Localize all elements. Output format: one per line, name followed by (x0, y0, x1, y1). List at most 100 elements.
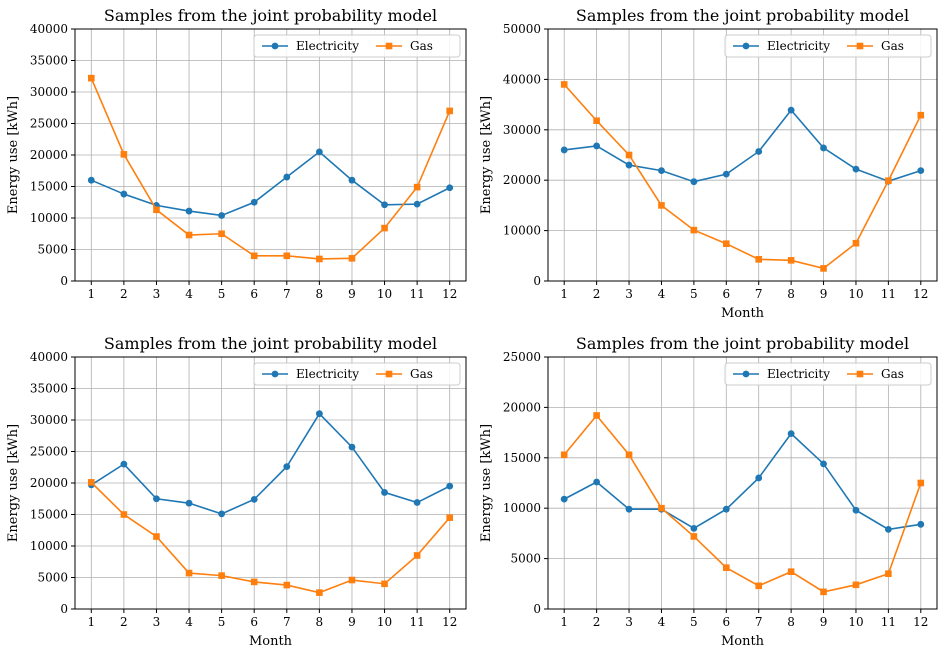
data-point-electricity (884, 525, 892, 533)
series-line-gas (563, 83, 922, 270)
x-tick-label: 12 (442, 287, 457, 301)
data-point-gas (250, 252, 258, 260)
data-point-electricity (755, 148, 763, 155)
data-point-gas (250, 578, 258, 586)
legend-marker-electricity (271, 370, 279, 378)
data-point-electricity (153, 495, 160, 503)
x-tick-label: 3 (625, 615, 633, 629)
series-gas (560, 81, 925, 272)
data-point-gas (690, 226, 698, 234)
data-point-gas (593, 412, 600, 419)
x-tick-label: 7 (283, 615, 291, 629)
chart-panel-1: 1 2 3 4 5 6 7 8 9 10 11 120500010000150002000025000… (6, 6, 467, 301)
data-point-electricity (690, 178, 698, 186)
data-point-gas (658, 202, 665, 209)
legend: Electricity Gas (253, 362, 461, 386)
data-point-gas (885, 177, 892, 185)
x-tick-label: 7 (755, 615, 763, 629)
data-point-gas (283, 252, 291, 260)
data-point-gas (413, 552, 421, 559)
data-point-gas (153, 206, 160, 214)
y-tick-label: 15000 (30, 180, 68, 194)
data-point-electricity (625, 161, 633, 169)
legend-label-gas: Gas (881, 39, 904, 53)
x-tick-label: 4 (658, 615, 666, 629)
data-point-electricity (658, 167, 665, 175)
data-point-gas (185, 569, 193, 577)
legend-label-gas: Gas (410, 367, 433, 381)
series-line-electricity (563, 432, 921, 531)
x-tick-label: 4 (185, 287, 193, 301)
data-point-electricity (852, 506, 860, 514)
data-point-gas (820, 265, 827, 272)
x-tick-label: 4 (185, 615, 193, 629)
data-point-electricity (560, 146, 568, 154)
data-point-electricity (446, 482, 454, 490)
chart-title: Samples from the joint probability model (104, 6, 437, 25)
legend: Electricity Gas (724, 34, 932, 58)
data-point-electricity (722, 170, 730, 178)
data-point-gas (185, 231, 193, 239)
data-point-gas (413, 183, 421, 191)
x-tick-label: 10 (848, 615, 863, 629)
data-point-electricity (820, 460, 827, 468)
legend-marker-gas (385, 370, 393, 378)
legend-marker-gas (856, 42, 864, 50)
y-tick-label: 10000 (503, 501, 541, 515)
x-tick-label: 8 (316, 287, 324, 301)
y-tick-label: 10000 (30, 211, 68, 225)
data-point-electricity (820, 144, 827, 152)
data-point-gas (885, 570, 892, 578)
legend-label-gas: Gas (881, 367, 904, 381)
legend-marker-electricity (742, 370, 750, 378)
data-point-gas (153, 533, 160, 540)
data-point-gas (658, 504, 665, 512)
y-tick-label: 10000 (30, 539, 68, 553)
data-point-electricity (852, 165, 860, 173)
data-point-gas (560, 81, 568, 88)
y-tick-label: 30000 (503, 123, 541, 137)
legend-label-electricity: Electricity (767, 367, 830, 381)
y-tick-label: 15000 (30, 508, 68, 522)
series-line-gas (563, 414, 922, 593)
data-point-electricity (381, 489, 388, 496)
data-point-gas (690, 533, 698, 540)
data-point-electricity (283, 463, 291, 471)
x-tick-label: 10 (377, 615, 392, 629)
data-point-electricity (755, 474, 763, 482)
x-tick-label: 8 (787, 287, 795, 301)
legend: Electricity Gas (253, 34, 461, 58)
legend-label-electricity: Electricity (767, 39, 830, 53)
legend-label-electricity: Electricity (296, 367, 359, 381)
legend-box (253, 362, 461, 386)
chart-panel-2: 1 2 3 4 5 6 7 8 9 10 11 120100002000030000400005000… (479, 6, 938, 321)
data-point-gas (593, 117, 600, 125)
x-tick-label: 9 (820, 287, 828, 301)
chart-title: Samples from the joint probability model (576, 6, 909, 25)
y-tick-label: 25000 (503, 350, 541, 364)
legend-label-electricity: Electricity (296, 39, 359, 53)
series-line-electricity (90, 150, 451, 217)
data-point-gas (852, 581, 860, 589)
x-tick-label: 11 (881, 615, 896, 629)
x-tick-label: 1 (87, 287, 95, 301)
data-point-electricity (593, 142, 601, 150)
x-axis-label: Month (249, 634, 293, 649)
data-point-electricity (625, 505, 633, 513)
y-tick-label: 15000 (503, 451, 541, 465)
data-point-electricity (446, 184, 454, 192)
data-point-electricity (218, 510, 226, 518)
data-point-gas (316, 589, 323, 596)
data-point-electricity (348, 443, 356, 451)
chart-panel-4: 1 2 3 4 5 6 7 8 9 10 11 120500010000150002000025000… (479, 334, 938, 649)
data-point-electricity (250, 198, 258, 206)
data-point-electricity (185, 499, 193, 507)
data-point-electricity (917, 520, 925, 528)
x-tick-label: 7 (283, 287, 291, 301)
y-tick-label: 30000 (30, 85, 68, 99)
data-point-gas (625, 451, 633, 459)
data-point-electricity (560, 495, 568, 503)
axes-frame (547, 28, 938, 282)
series-electricity (87, 148, 454, 219)
